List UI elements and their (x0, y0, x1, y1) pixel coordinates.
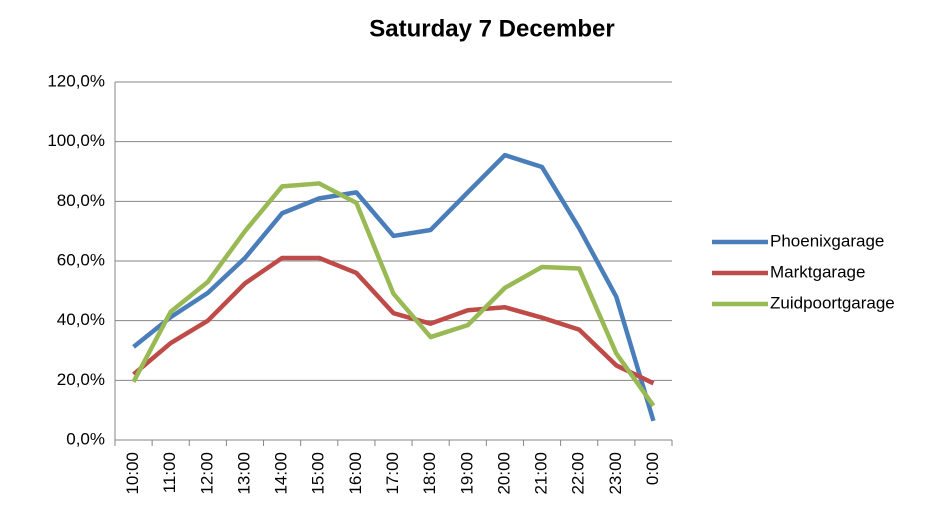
x-tick-label: 0:00 (643, 452, 662, 485)
series-line (131, 181, 656, 407)
x-tick-label: 22:00 (569, 452, 588, 495)
x-tick-label: 15:00 (309, 452, 328, 495)
legend-label: Zuidpoortgarage (770, 293, 895, 312)
x-tick-label: 16:00 (346, 452, 365, 495)
x-tick-label: 18:00 (420, 452, 439, 495)
y-tick-label: 40,0% (57, 310, 105, 329)
x-tick-label: 21:00 (532, 452, 551, 495)
x-tick-label: 14:00 (272, 452, 291, 495)
x-tick-label: 13:00 (234, 452, 253, 495)
y-tick-label: 0,0% (66, 429, 105, 448)
legend-label: Marktgarage (770, 262, 865, 281)
x-tick-label: 20:00 (494, 452, 513, 495)
y-tick-label: 20,0% (57, 370, 105, 389)
y-tick-label: 80,0% (57, 191, 105, 210)
y-tick-label: 120,0% (47, 71, 105, 90)
series-line (132, 255, 655, 386)
legend-label: Phoenixgarage (770, 231, 884, 250)
x-tick-label: 12:00 (197, 452, 216, 495)
x-tick-label: 19:00 (457, 452, 476, 495)
series-line (132, 152, 656, 422)
y-tick-label: 60,0% (57, 250, 105, 269)
x-tick-label: 10:00 (123, 452, 142, 495)
chart-title: Saturday 7 December (369, 15, 614, 42)
x-tick-label: 23:00 (606, 452, 625, 495)
y-tick-label: 100,0% (47, 131, 105, 150)
x-tick-label: 17:00 (383, 452, 402, 495)
x-tick-label: 11:00 (160, 452, 179, 493)
